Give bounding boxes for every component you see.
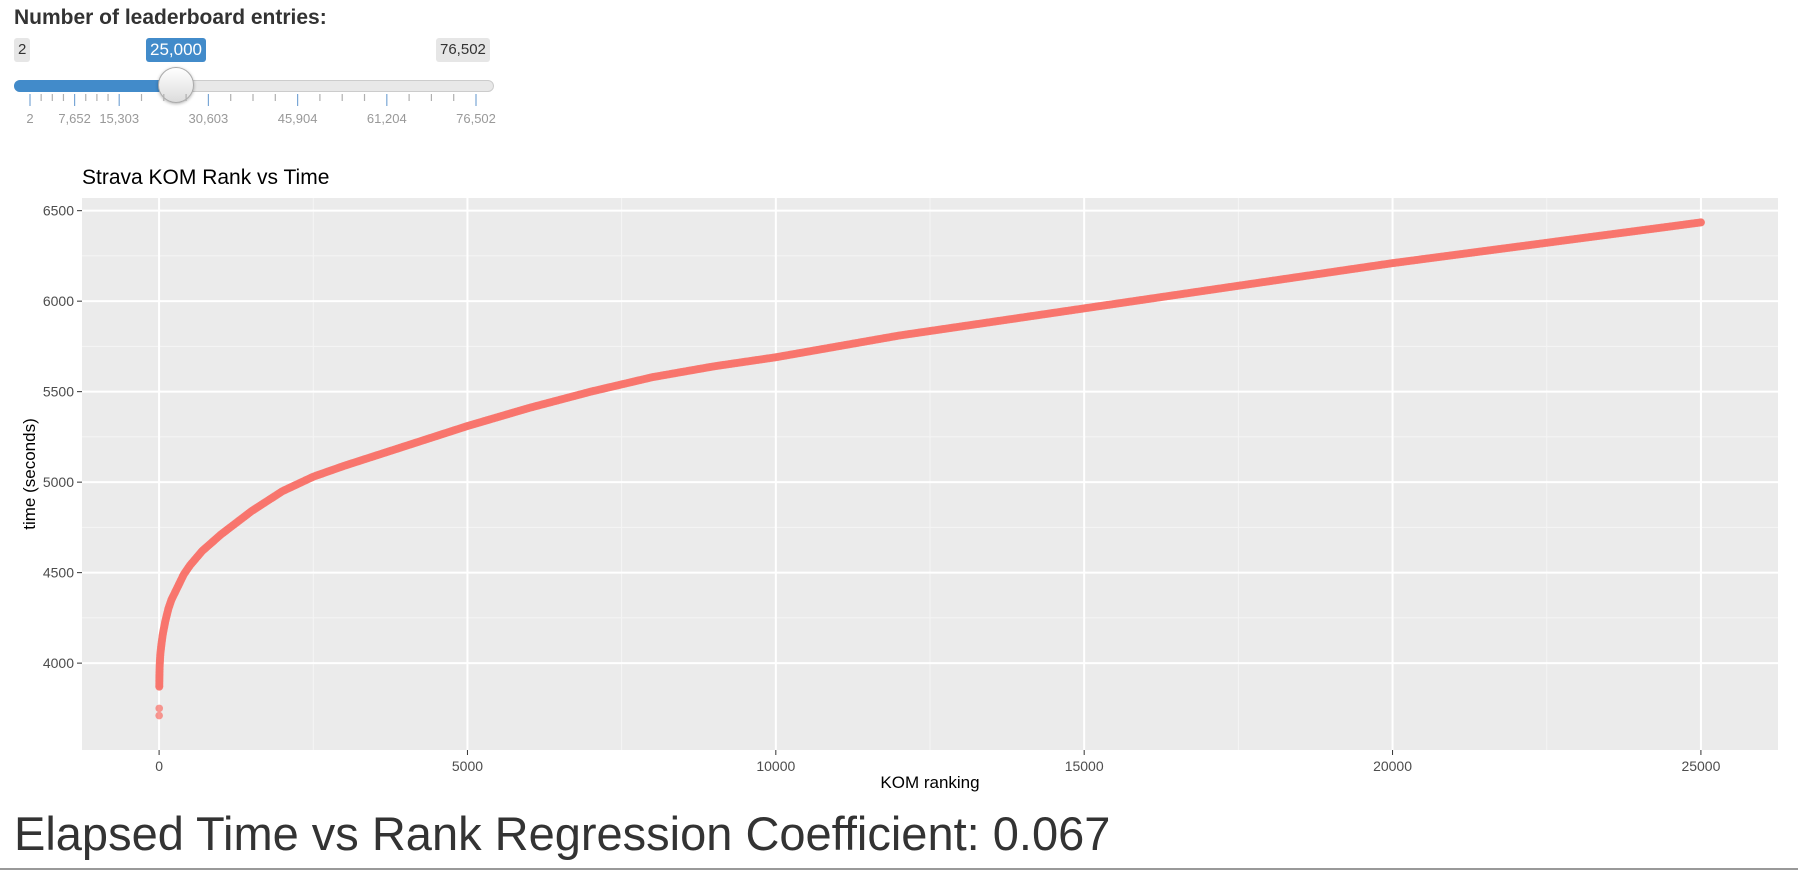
slider-grid-labels: 2 7,652 15,303 30,603 45,904 61,204 76,502 bbox=[0, 111, 520, 131]
scatter-chart: Strava KOM Rank vs Time 4000 4500 5000 5500… bbox=[0, 150, 1798, 800]
x-tick-label: 5000 bbox=[452, 758, 483, 774]
slider-grid-label: 7,652 bbox=[58, 111, 91, 126]
data-point bbox=[1696, 218, 1705, 227]
chart-svg: Strava KOM Rank vs Time 4000 4500 5000 5500… bbox=[20, 166, 1778, 792]
slider-grid-label: 15,303 bbox=[99, 111, 140, 126]
x-tick-label: 15000 bbox=[1065, 758, 1104, 774]
chart-title: Strava KOM Rank vs Time bbox=[82, 166, 329, 189]
grid-minor bbox=[82, 198, 1778, 750]
slider-fill bbox=[14, 80, 176, 92]
x-tick-label: 10000 bbox=[756, 758, 795, 774]
y-tick-label: 4500 bbox=[43, 565, 74, 581]
x-axis-label: KOM ranking bbox=[880, 773, 979, 792]
slider-grid-label: 76,502 bbox=[456, 111, 496, 126]
y-tick-label: 5500 bbox=[43, 384, 74, 400]
slider-min-badge: 2 bbox=[14, 38, 31, 62]
data-point bbox=[155, 711, 163, 720]
slider-grid-label: 30,603 bbox=[188, 111, 229, 126]
bottom-divider bbox=[0, 868, 1798, 870]
slider-value-badge: 25,000 bbox=[146, 38, 206, 62]
y-axis-label: time (seconds) bbox=[20, 418, 39, 529]
x-tick-label: 0 bbox=[155, 758, 163, 774]
slider-grid-ticks bbox=[29, 94, 477, 106]
regression-coefficient-text: Elapsed Time vs Rank Regression Coeffici… bbox=[14, 807, 1111, 860]
leaderboard-entries-slider[interactable]: 2 25,000 76,502 2 7,652 15,303 30,603 45,904… bbox=[0, 38, 520, 138]
y-tick-label: 6500 bbox=[43, 203, 74, 219]
y-axis: 4000 4500 5000 5500 6000 6500 bbox=[43, 203, 82, 671]
y-tick-label: 5000 bbox=[43, 474, 74, 490]
data-points bbox=[155, 218, 1705, 720]
slider-grid-label: 2 bbox=[26, 111, 34, 126]
x-tick-label: 20000 bbox=[1373, 758, 1412, 774]
x-axis: 0 5000 10000 15000 20000 25000 bbox=[155, 750, 1721, 774]
slider-grid-label: 61,204 bbox=[366, 111, 407, 126]
x-tick-label: 25000 bbox=[1681, 758, 1720, 774]
grid-major bbox=[82, 198, 1778, 750]
y-tick-label: 6000 bbox=[43, 293, 74, 309]
slider-grid-label: 45,904 bbox=[277, 111, 318, 126]
y-tick-label: 4000 bbox=[43, 655, 74, 671]
slider-max-badge: 76,502 bbox=[436, 38, 490, 62]
data-point bbox=[155, 704, 164, 713]
slider-label: Number of leaderboard entries: bbox=[14, 6, 327, 29]
